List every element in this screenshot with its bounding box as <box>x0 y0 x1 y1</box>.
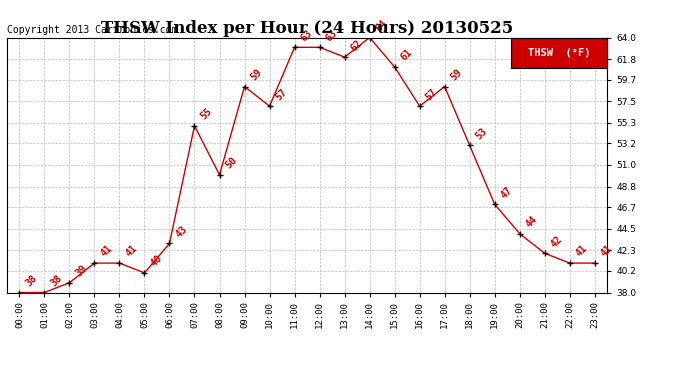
Text: 57: 57 <box>274 87 289 102</box>
Text: 38: 38 <box>48 273 64 288</box>
Text: 57: 57 <box>424 87 439 102</box>
Text: 41: 41 <box>124 243 139 259</box>
Text: 63: 63 <box>299 28 314 43</box>
Text: 59: 59 <box>448 67 464 82</box>
Text: 41: 41 <box>99 243 114 259</box>
Title: THSW Index per Hour (24 Hours) 20130525: THSW Index per Hour (24 Hours) 20130525 <box>101 20 513 38</box>
Text: 62: 62 <box>348 38 364 53</box>
Text: 47: 47 <box>499 184 514 200</box>
Text: 41: 41 <box>599 243 614 259</box>
Text: 41: 41 <box>574 243 589 259</box>
Text: 44: 44 <box>524 214 539 230</box>
Text: Copyright 2013 Cartronics.com: Copyright 2013 Cartronics.com <box>7 25 177 35</box>
Text: 39: 39 <box>74 263 89 279</box>
Text: 40: 40 <box>148 254 164 269</box>
Text: 63: 63 <box>324 28 339 43</box>
Text: 42: 42 <box>549 234 564 249</box>
Text: 43: 43 <box>174 224 189 239</box>
Text: 55: 55 <box>199 106 214 122</box>
Text: 38: 38 <box>23 273 39 288</box>
Text: 61: 61 <box>399 47 414 63</box>
Text: 50: 50 <box>224 155 239 171</box>
Text: 53: 53 <box>474 126 489 141</box>
Text: 64: 64 <box>374 18 389 33</box>
Text: 59: 59 <box>248 67 264 82</box>
